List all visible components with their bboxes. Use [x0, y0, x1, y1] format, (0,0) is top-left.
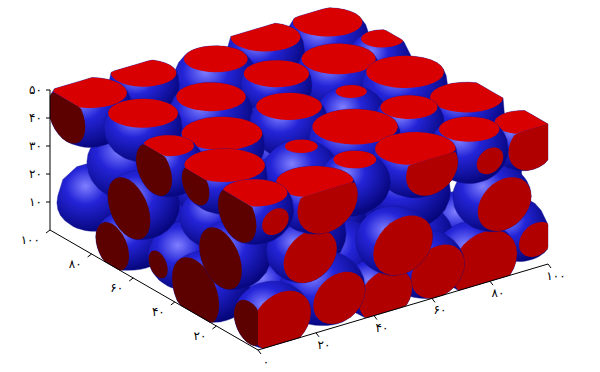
svg-text:۲۰: ۲۰ [318, 338, 331, 352]
svg-text:۴۰: ۴۰ [376, 321, 389, 335]
svg-text:۸۰: ۸۰ [69, 257, 82, 271]
svg-text:۲۰: ۲۰ [194, 329, 207, 343]
svg-text:۱۰۰: ۱۰۰ [546, 269, 565, 283]
svg-text:۶۰: ۶۰ [110, 281, 123, 295]
svg-text:۱۰۰: ۱۰۰ [21, 233, 40, 247]
svg-text:۱۰: ۱۰ [29, 195, 42, 209]
svg-text:۰: ۰ [263, 355, 269, 369]
svg-text:۵۰: ۵۰ [29, 83, 42, 97]
svg-text:۸۰: ۸۰ [492, 286, 505, 300]
svg-text:۴۰: ۴۰ [29, 111, 42, 125]
svg-text:۴۰: ۴۰ [152, 305, 165, 319]
svg-text:۶۰: ۶۰ [434, 303, 447, 317]
svg-text:۳۰: ۳۰ [29, 139, 42, 153]
svg-text:۲۰: ۲۰ [29, 167, 42, 181]
